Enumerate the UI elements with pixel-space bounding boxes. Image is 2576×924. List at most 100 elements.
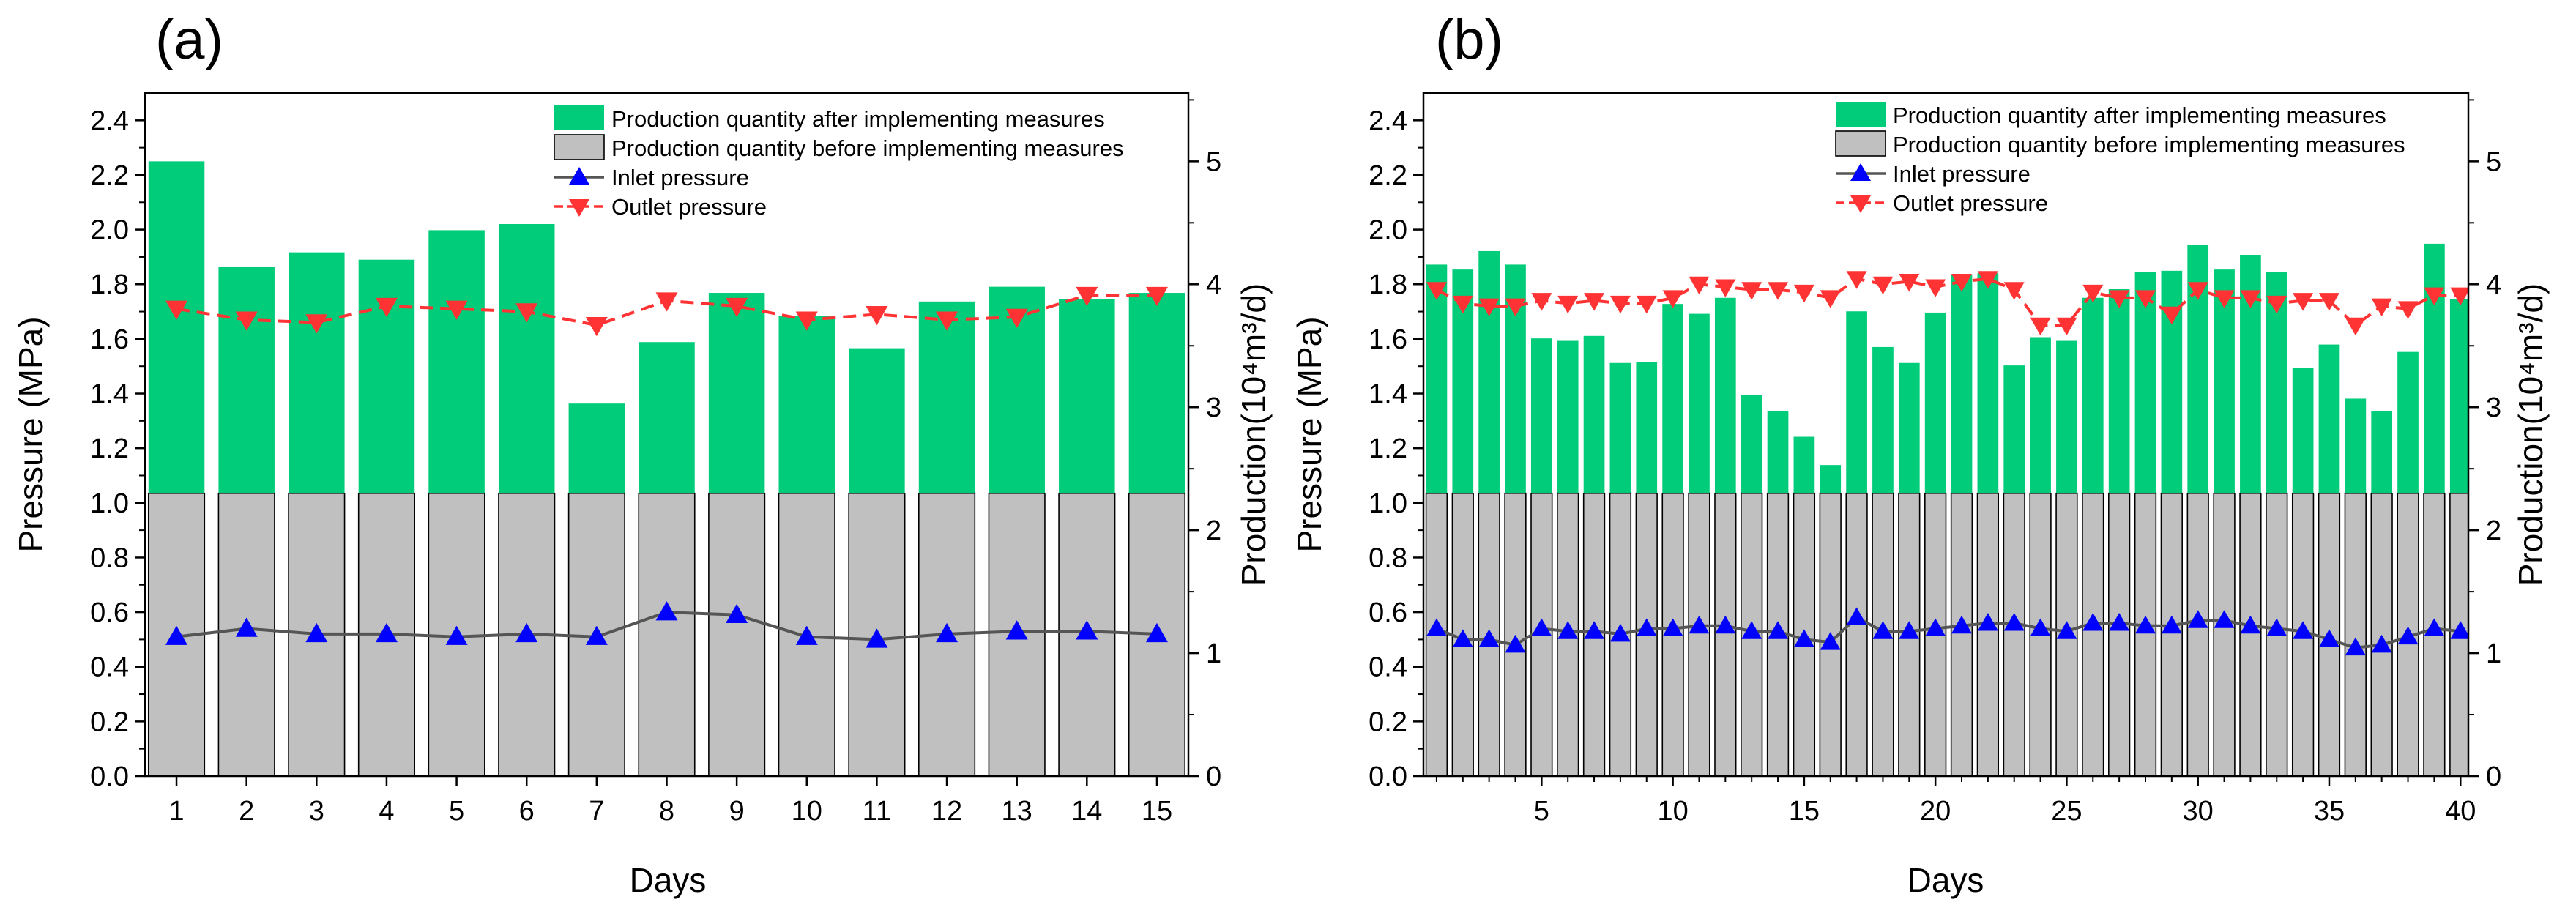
inlet-pressure-marker-day-3: [1478, 629, 1500, 647]
outlet-pressure-marker-day-17: [1846, 271, 1867, 289]
outlet-pressure-marker-day-12: [1715, 279, 1736, 297]
inlet-pressure-marker-day-38: [2397, 626, 2419, 645]
outlet-pressure-marker-day-15: [1793, 284, 1814, 303]
right-y-tick-label: 5: [1206, 146, 1221, 177]
legend-swatch-after: [554, 105, 604, 130]
x-tick-label: 15: [1789, 796, 1820, 827]
chart-panel-a: 0.0 0.2 0.4 0.6 0.8 1.0 1.2 1.4 1.6 1.8 2.0 2.2 2.4 0…: [12, 9, 1273, 899]
left-y-tick-label: 0.6: [90, 597, 129, 628]
inlet-pressure-marker-day-25: [2056, 621, 2077, 639]
right-y-axis-title: Production(10⁴m³/d): [1235, 283, 1273, 586]
inlet-pressure-marker-day-16: [1820, 632, 1841, 650]
outlet-pressure-marker-day-40: [2450, 287, 2468, 306]
outlet-pressure-marker-day-27: [2109, 290, 2130, 308]
left-y-tick-label: 2.2: [1369, 160, 1407, 191]
outlet-pressure-marker-day-11: [866, 306, 888, 326]
left-y-tick-label: 0.2: [90, 707, 129, 737]
inlet-pressure-marker-day-5: [445, 625, 468, 645]
x-tick-label: 12: [931, 796, 962, 827]
left-y-axis-title: Pressure (MPa): [1290, 316, 1328, 552]
outlet-pressure-marker-day-38: [2397, 301, 2419, 319]
x-tick-label: 10: [792, 796, 822, 827]
inlet-pressure-marker-day-6: [515, 622, 538, 643]
legend-marker-inlet: [1850, 163, 1871, 181]
left-y-tick-label: 1.2: [90, 433, 129, 464]
plot-area: [147, 161, 1186, 776]
left-y-tick-label: 1.0: [90, 488, 129, 519]
legend-label-outlet: Outlet pressure: [611, 194, 767, 220]
bar-before-day-30: [2186, 492, 2209, 776]
inlet-pressure-marker-day-19: [1899, 621, 1920, 639]
legend-label-outlet: Outlet pressure: [1893, 190, 2048, 216]
x-tick-label: 7: [589, 796, 604, 827]
outlet-pressure-marker-day-31: [2214, 290, 2235, 308]
inlet-pressure-marker-day-15: [1793, 629, 1814, 647]
bar-before-day-31: [2213, 492, 2236, 776]
inlet-pressure-marker-day-7: [1584, 621, 1605, 639]
inlet-pressure-marker-day-1: [1426, 618, 1447, 636]
inlet-pressure-marker-day-11: [866, 628, 888, 648]
outlet-pressure-marker-day-34: [2293, 293, 2314, 311]
bar-before-day-28: [2134, 492, 2157, 776]
inlet-pressure-marker-day-33: [2266, 618, 2287, 636]
legend-label-inlet: Inlet pressure: [611, 165, 749, 190]
inlet-pressure-marker-day-28: [2134, 615, 2156, 634]
right-y-tick-label: 5: [2486, 146, 2501, 177]
inlet-pressure-marker-day-35: [2318, 629, 2339, 647]
outlet-pressure-marker-day-22: [1977, 271, 1998, 289]
panel-label: (b): [1435, 9, 1503, 71]
outlet-pressure-marker-day-2: [1452, 295, 1473, 314]
outlet-pressure-marker-day-4: [1505, 298, 1526, 317]
x-axis-title: Days: [1907, 861, 1984, 899]
x-tick-label: 3: [309, 796, 324, 827]
right-y-tick-label: 1: [1206, 638, 1221, 669]
outlet-pressure-marker-day-3: [1478, 298, 1500, 317]
inlet-pressure-marker-day-23: [2003, 613, 2025, 631]
left-y-tick-label: 1.8: [90, 269, 129, 300]
right-y-tick-label: 0: [2486, 761, 2501, 792]
bar-before-day-21: [1950, 492, 1973, 776]
left-y-tick-label: 0.6: [1369, 597, 1407, 628]
right-y-tick-label: 4: [1206, 269, 1221, 300]
x-tick-label: 5: [449, 796, 464, 827]
bar-before-day-11: [1688, 492, 1710, 776]
inlet-pressure-marker-day-31: [2214, 610, 2235, 628]
inlet-pressure-marker-day-3: [305, 622, 328, 643]
legend-label-after: Production quantity after implementing m…: [611, 106, 1105, 132]
outlet-pressure-marker-day-28: [2134, 290, 2156, 308]
left-y-tick-label: 1.2: [1369, 433, 1407, 464]
legend-label-before: Production quantity before implementing …: [611, 135, 1124, 161]
outlet-pressure-marker-day-25: [2056, 317, 2077, 336]
bar-before-day-36: [2344, 492, 2367, 776]
inlet-pressure-marker-day-32: [2240, 615, 2261, 634]
left-y-tick-label: 0.0: [90, 761, 129, 792]
outlet-pressure-marker-day-14: [1768, 282, 1789, 300]
bar-before-day-9: [708, 492, 766, 776]
left-y-tick-label: 2.0: [1369, 215, 1407, 246]
outlet-pressure-marker-day-24: [2030, 317, 2051, 336]
inlet-pressure-marker-day-37: [2371, 634, 2392, 653]
inlet-pressure-marker-day-20: [1925, 618, 1946, 636]
outlet-pressure-marker-day-1: [1426, 282, 1447, 300]
outlet-pressure-marker-day-8: [1609, 295, 1631, 314]
inlet-pressure-line: [1436, 616, 2461, 649]
left-y-tick-label: 1.4: [1369, 379, 1407, 410]
inlet-pressure-marker-day-26: [2082, 613, 2104, 631]
inlet-pressure-marker-day-13: [1005, 620, 1028, 640]
outlet-pressure-marker-day-37: [2371, 298, 2392, 317]
outlet-pressure-marker-day-26: [2082, 284, 2104, 303]
x-axis-title: Days: [630, 861, 707, 899]
left-y-tick-label: 2.4: [90, 105, 129, 136]
inlet-pressure-marker-day-12: [1715, 615, 1736, 634]
inlet-pressure-marker-day-4: [1505, 634, 1526, 653]
left-y-tick-label: 2.2: [90, 160, 129, 191]
left-y-tick-label: 2.4: [1369, 105, 1407, 136]
left-y-tick-label: 0.2: [1369, 707, 1407, 737]
x-tick-label: 9: [729, 796, 745, 827]
left-y-tick-label: 0.4: [90, 652, 129, 683]
x-tick-label: 4: [379, 796, 394, 827]
left-y-tick-label: 0.8: [1369, 543, 1407, 573]
outlet-pressure-marker-day-9: [726, 297, 748, 318]
inlet-pressure-marker-day-30: [2187, 610, 2208, 628]
